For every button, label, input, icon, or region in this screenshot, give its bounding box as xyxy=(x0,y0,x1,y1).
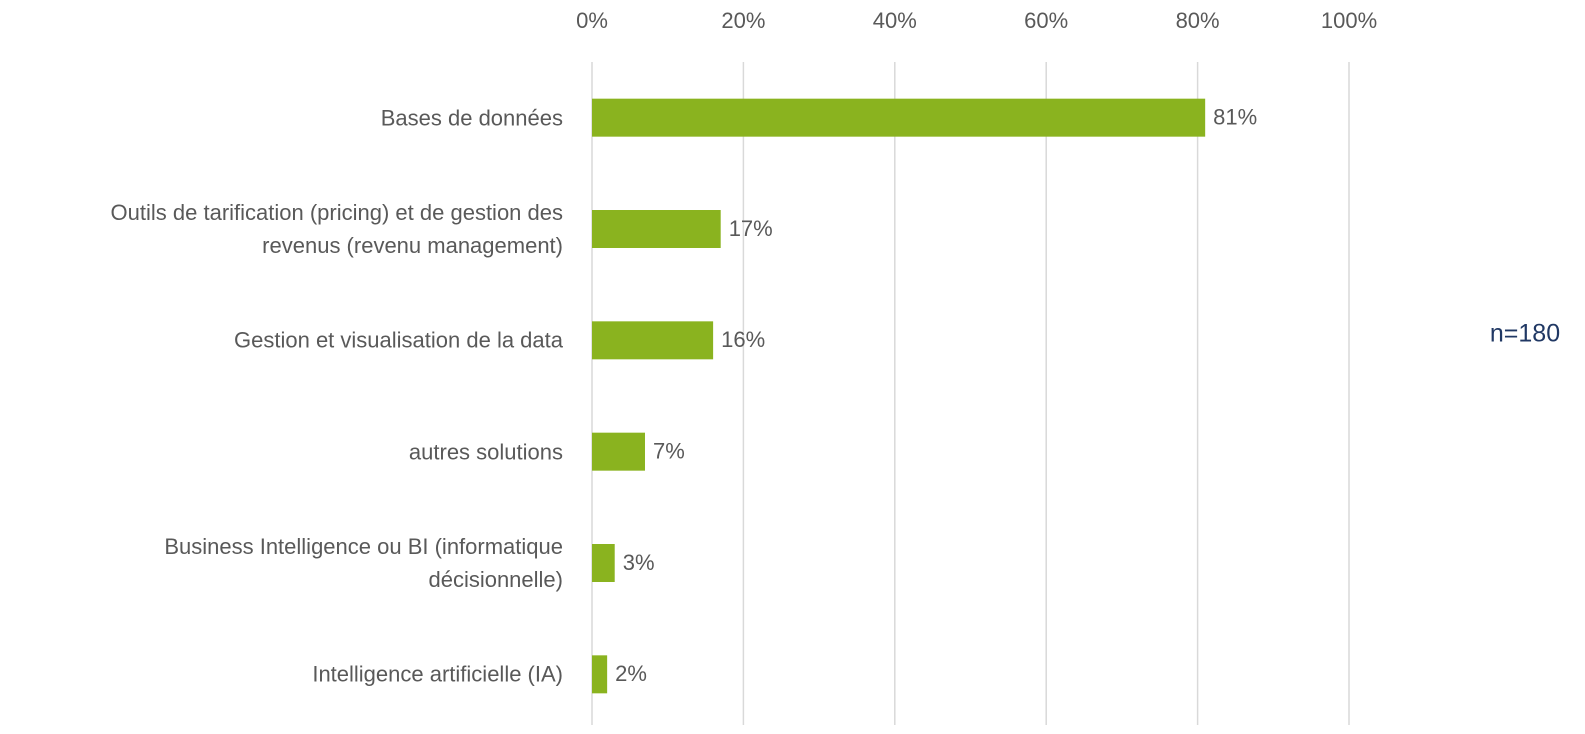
data-label: 17% xyxy=(729,216,773,241)
data-label: 7% xyxy=(653,438,685,463)
bar xyxy=(592,655,608,694)
annotation: n=180 xyxy=(1490,320,1560,348)
x-tick-label: 20% xyxy=(721,8,765,33)
data-label: 81% xyxy=(1213,104,1257,129)
data-label: 2% xyxy=(615,661,647,686)
data-label: 3% xyxy=(623,550,655,575)
bar xyxy=(592,432,645,471)
category-label: Business Intelligence ou BI (informatiqu… xyxy=(164,534,563,592)
category-label: Outils de tarification (pricing) et de g… xyxy=(110,200,563,258)
category-label: autres solutions xyxy=(408,439,563,465)
x-tick-label: 40% xyxy=(873,8,917,33)
x-tick-label: 0% xyxy=(576,8,608,33)
data-label: 16% xyxy=(721,327,765,352)
x-tick-label: 60% xyxy=(1024,8,1068,33)
x-tick-label: 100% xyxy=(1321,8,1377,33)
bar xyxy=(592,210,721,248)
x-tick-label: 80% xyxy=(1176,8,1220,33)
category-label: Intelligence artificielle (IA) xyxy=(312,661,563,687)
category-label: Bases de données xyxy=(380,105,563,131)
bar xyxy=(592,98,1206,137)
category-label: Gestion et visualisation de la data xyxy=(234,327,563,353)
bar xyxy=(592,321,714,360)
bar xyxy=(592,544,615,582)
